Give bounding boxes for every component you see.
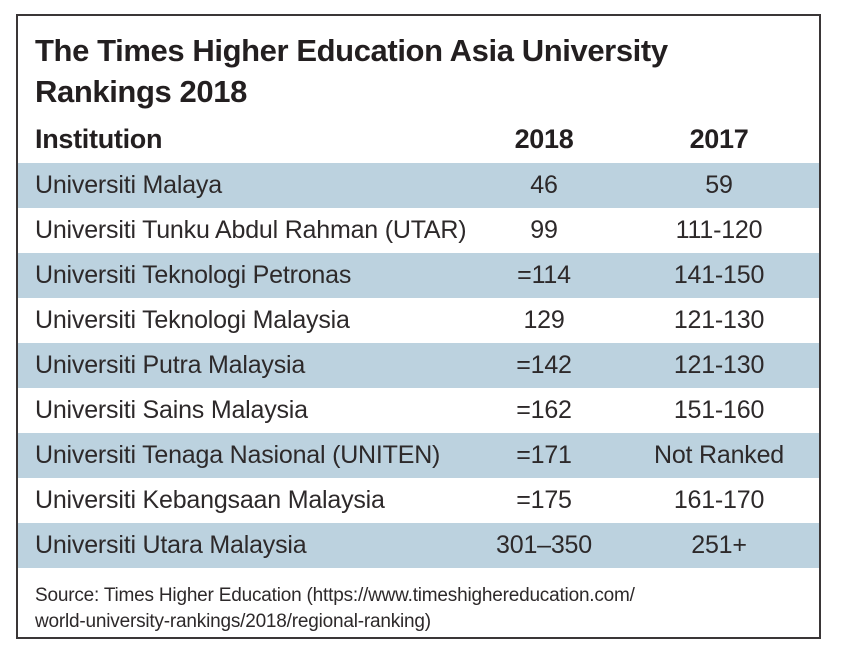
rank-2017-cell: 121-130 xyxy=(673,351,765,379)
rank-2017-cell: 161-170 xyxy=(673,486,765,514)
table-body: Universiti Malaya 46 59 Universiti Tunku Ab… xyxy=(18,163,819,568)
rank-2018-cell: =114 xyxy=(517,261,571,289)
institution-cell: Universiti Utara Malaysia xyxy=(35,531,307,559)
rank-2017-cell: 251+ xyxy=(691,531,747,559)
rank-2018-cell: 301–350 xyxy=(496,531,592,559)
rank-2018-cell: =142 xyxy=(516,351,572,379)
source-note: Source: Times Higher Education (https://… xyxy=(35,583,802,635)
institution-cell: Universiti Sains Malaysia xyxy=(35,396,308,424)
table-row: Universiti Utara Malaysia 301–350 251+ xyxy=(18,523,819,568)
column-header-institution: Institution xyxy=(35,123,163,154)
table-row: Universiti Teknologi Petronas =114 141-150 xyxy=(18,253,819,298)
page-title-line-2: Rankings 2018 xyxy=(35,74,247,109)
page-title: The Times Higher Education Asia Universi… xyxy=(35,30,802,112)
table-row: Universiti Putra Malaysia =142 121-130 xyxy=(18,343,819,388)
rank-2018-cell: =162 xyxy=(516,396,572,424)
table-row: Universiti Tunku Abdul Rahman (UTAR) 99 11… xyxy=(18,208,819,253)
rank-2018-cell: 129 xyxy=(523,306,565,334)
rank-2017-cell: 59 xyxy=(705,171,733,199)
source-line-2: world-university-rankings/2018/regional-… xyxy=(35,611,431,632)
table-row: Universiti Malaya 46 59 xyxy=(18,163,819,208)
rank-2018-cell: =175 xyxy=(516,486,572,514)
table-row: Universiti Tenaga Nasional (UNITEN) =171 N… xyxy=(18,433,819,478)
rank-2018-cell: 99 xyxy=(530,216,558,244)
rank-2018-cell: =171 xyxy=(516,441,572,469)
source-line-1: Source: Times Higher Education (https://… xyxy=(35,585,635,606)
table-row: Universiti Teknologi Malaysia 129 121-130 xyxy=(18,298,819,343)
table-header-row: Institution 2018 2017 xyxy=(18,122,819,156)
table-row: Universiti Kebangsaan Malaysia =175 161-17… xyxy=(18,478,819,523)
rank-2018-cell: 46 xyxy=(530,171,558,199)
institution-cell: Universiti Tunku Abdul Rahman (UTAR) xyxy=(35,216,467,244)
column-header-2018: 2018 xyxy=(514,123,574,154)
page-title-line-1: The Times Higher Education Asia Universi… xyxy=(35,33,668,68)
rank-2017-cell: 111-120 xyxy=(675,216,763,244)
institution-cell: Universiti Kebangsaan Malaysia xyxy=(35,486,385,514)
rank-2017-cell: 141-150 xyxy=(673,261,765,289)
rank-2017-cell: 151-160 xyxy=(673,396,765,424)
column-header-2017: 2017 xyxy=(689,123,749,154)
institution-cell: Universiti Malaya xyxy=(35,171,222,199)
institution-cell: Universiti Teknologi Petronas xyxy=(35,261,352,289)
rank-2017-cell: Not Ranked xyxy=(653,441,785,469)
rankings-card: The Times Higher Education Asia Universi… xyxy=(16,14,821,639)
institution-cell: Universiti Tenaga Nasional (UNITEN) xyxy=(35,441,441,469)
rank-2017-cell: 121-130 xyxy=(673,306,765,334)
table-row: Universiti Sains Malaysia =162 151-160 xyxy=(18,388,819,433)
institution-cell: Universiti Teknologi Malaysia xyxy=(35,306,350,334)
institution-cell: Universiti Putra Malaysia xyxy=(35,351,306,379)
